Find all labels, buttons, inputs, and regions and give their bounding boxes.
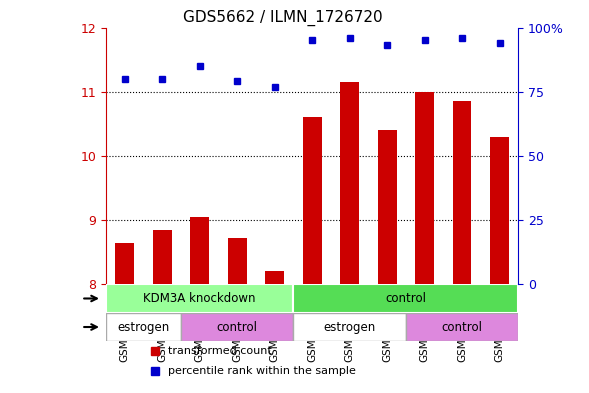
Text: GDS5662 / ILMN_1726720: GDS5662 / ILMN_1726720 [183,10,382,26]
Bar [228,238,247,284]
Bar [293,313,406,341]
Bar [453,101,471,284]
Bar [490,137,509,284]
Bar [106,284,293,313]
Bar [406,313,518,341]
Bar [415,92,434,284]
Bar [378,130,396,284]
Bar [293,284,518,313]
Text: control: control [385,292,426,305]
Text: control: control [442,321,482,334]
Text: estrogen: estrogen [117,321,170,334]
Bar [265,272,284,284]
Bar [190,217,209,284]
Bar [340,82,359,284]
Bar [303,118,322,284]
Text: estrogen: estrogen [323,321,376,334]
Bar [181,313,293,341]
Bar [106,313,181,341]
Text: transformed count: transformed count [168,346,272,356]
Text: percentile rank within the sample: percentile rank within the sample [168,366,356,376]
Bar [115,242,134,284]
Text: KDM3A knockdown: KDM3A knockdown [144,292,256,305]
Bar [153,230,171,284]
Text: control: control [217,321,258,334]
